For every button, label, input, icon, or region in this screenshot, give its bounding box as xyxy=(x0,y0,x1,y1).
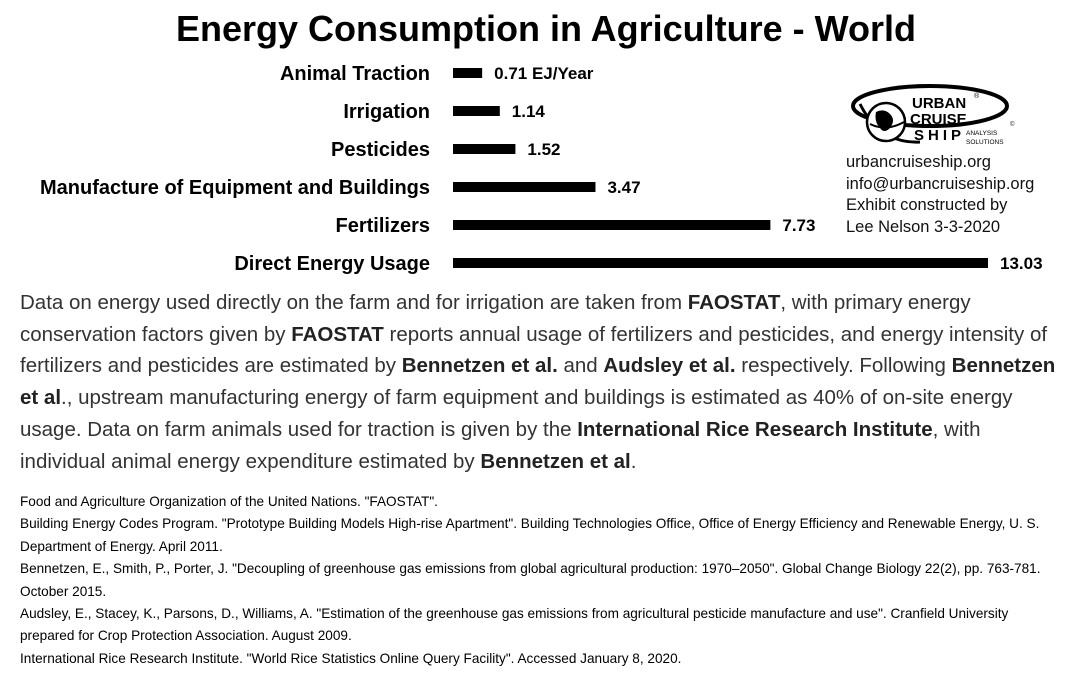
reference-item: Building Energy Codes Program. "Prototyp… xyxy=(20,516,1040,554)
bar xyxy=(453,68,483,78)
urban-cruise-ship-logo: URBAN ® CRUISE SHIP ANALYSIS SOLUTIONS © xyxy=(850,84,1020,150)
reference-item: Food and Agriculture Organization of the… xyxy=(20,494,438,509)
bar xyxy=(453,106,500,116)
paragraph-text: , with primary energy conservation facto… xyxy=(20,291,971,346)
data-label: 3.47 xyxy=(607,178,640,197)
data-label: 1.14 xyxy=(512,102,546,121)
paragraph-text: reports annual usage of fertilizers and … xyxy=(20,322,1048,378)
category-label: Direct Energy Usage xyxy=(234,253,430,275)
references-list: Food and Agriculture Organization of the… xyxy=(20,491,1060,670)
category-label: Pesticides xyxy=(331,139,430,161)
methodology-paragraph: Data on energy used directly on the farm… xyxy=(20,287,1065,477)
bar xyxy=(453,144,516,154)
data-label: 13.03 xyxy=(1000,254,1043,273)
emphasized-source: FAOSTAT xyxy=(687,291,781,314)
paragraph-text: and xyxy=(557,354,604,378)
emphasized-source: Bennetzen et al xyxy=(20,354,1056,410)
bar xyxy=(453,220,771,230)
bar xyxy=(453,182,596,192)
emphasized-source: International Rice Research Institute xyxy=(577,417,933,441)
ship-globe-icon: URBAN ® CRUISE SHIP ANALYSIS SOLUTIONS © xyxy=(851,84,1015,146)
emphasized-source: Audsley et al. xyxy=(603,354,736,378)
logo-tagline-solutions: SOLUTIONS xyxy=(966,139,1004,146)
reference-item: Bennetzen, E., Smith, P., Porter, J. "De… xyxy=(20,561,1041,599)
brand-website: urbancruiseship.org xyxy=(846,153,991,171)
paragraph-text: Data on energy used directly on the farm… xyxy=(20,291,688,314)
paragraph-text: ., upstream manufacturing energy of farm… xyxy=(20,386,1013,441)
logo-text-ship: SHIP xyxy=(914,127,965,144)
logo-tagline-analysis: ANALYSIS xyxy=(966,130,998,137)
data-label: 1.52 xyxy=(527,140,560,159)
logo-text-urban: URBAN xyxy=(912,95,966,112)
logo-text-cruise: CRUISE xyxy=(910,111,967,128)
category-label: Animal Traction xyxy=(280,63,430,85)
paragraph-text: , with individual animal energy expendit… xyxy=(20,417,981,473)
logo-registered-mark: ® xyxy=(974,92,980,100)
reference-item: International Rice Research Institute. "… xyxy=(20,650,682,666)
brand-email: info@urbancruiseship.org xyxy=(846,174,1035,193)
category-label: Fertilizers xyxy=(336,215,430,237)
emphasized-source: Bennetzen et al. xyxy=(401,354,558,378)
brand-block: URBAN ® CRUISE SHIP ANALYSIS SOLUTIONS ©… xyxy=(846,84,1066,238)
brand-credit-line2: Lee Nelson 3-3-2020 xyxy=(846,217,1001,236)
bar-chart: Animal Traction 0.71 EJ/Year Irrigation 1.1… xyxy=(40,63,1043,275)
brand-credit-line1: Exhibit constructed by xyxy=(846,196,1008,214)
category-label: Manufacture of Equipment and Buildings xyxy=(40,177,430,199)
bar xyxy=(453,258,988,268)
paragraph-text: respectively. Following xyxy=(735,354,952,378)
reference-item: Audsley, E., Stacey, K., Parsons, D., Wi… xyxy=(20,606,1009,644)
chart-title: Energy Consumption in Agriculture - Worl… xyxy=(175,8,916,49)
category-label: Irrigation xyxy=(343,101,430,123)
paragraph-text: . xyxy=(630,449,637,473)
data-label: 0.71 EJ/Year xyxy=(494,64,594,83)
data-label: 7.73 xyxy=(782,216,815,235)
emphasized-source: FAOSTAT xyxy=(291,322,384,346)
emphasized-source: Bennetzen et al xyxy=(480,449,631,473)
logo-copyright-mark: © xyxy=(1010,121,1015,128)
